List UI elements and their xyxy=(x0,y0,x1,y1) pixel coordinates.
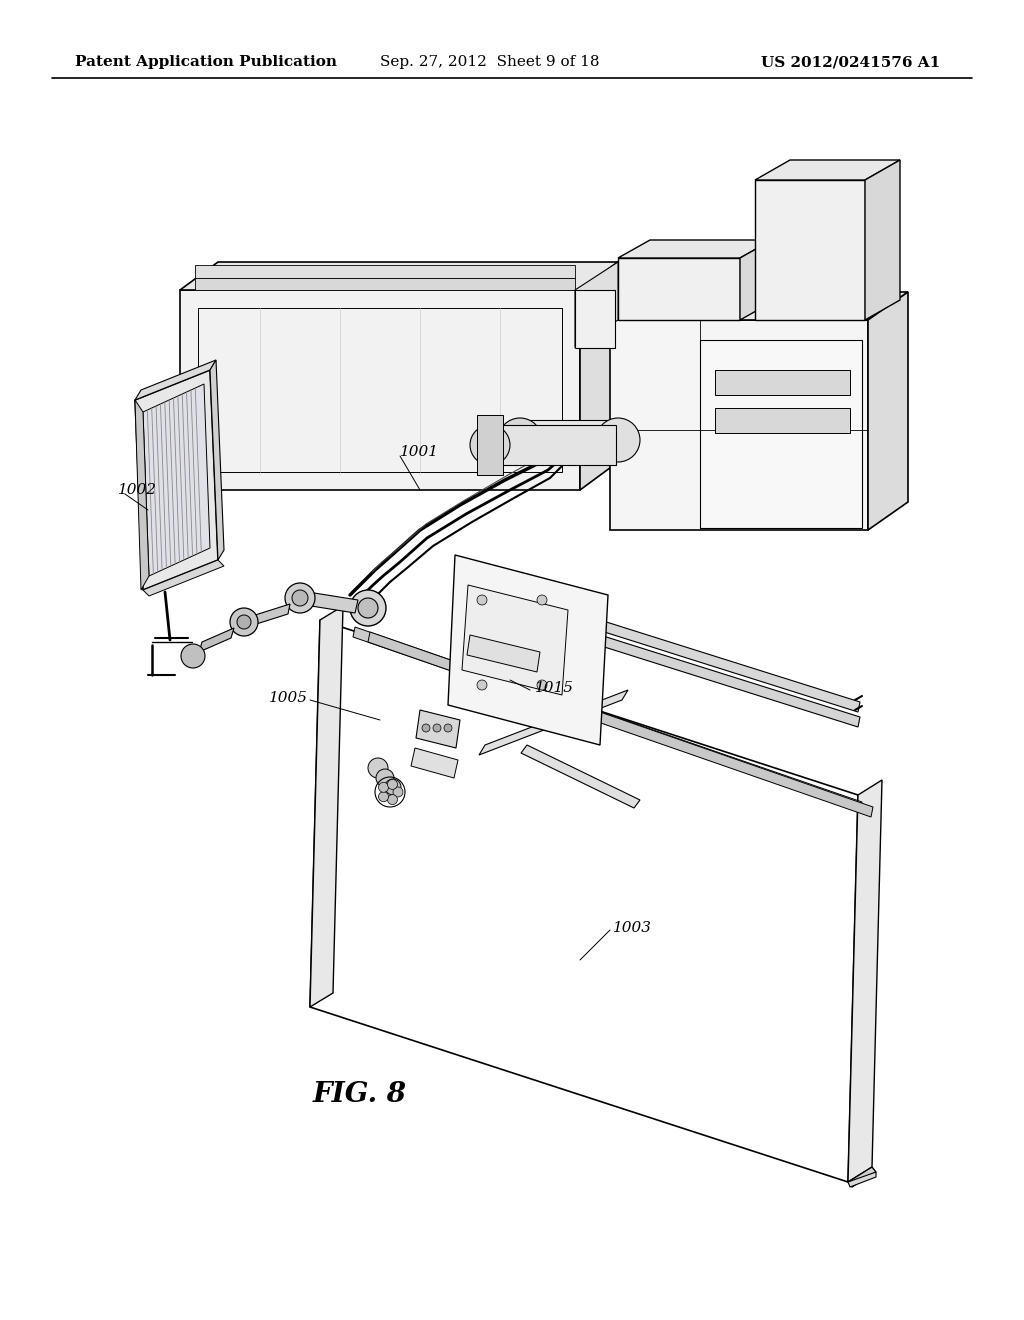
Text: 1015: 1015 xyxy=(535,681,574,696)
Circle shape xyxy=(237,615,251,630)
Circle shape xyxy=(230,609,258,636)
Polygon shape xyxy=(848,1172,876,1187)
Polygon shape xyxy=(467,635,540,672)
Polygon shape xyxy=(199,628,234,652)
Polygon shape xyxy=(195,279,575,290)
Polygon shape xyxy=(848,1167,876,1187)
Circle shape xyxy=(387,779,397,789)
Polygon shape xyxy=(449,554,608,744)
Circle shape xyxy=(479,434,501,455)
Polygon shape xyxy=(598,620,860,711)
Circle shape xyxy=(350,590,386,626)
Polygon shape xyxy=(310,620,858,1181)
Polygon shape xyxy=(411,748,458,777)
Polygon shape xyxy=(520,420,620,459)
Polygon shape xyxy=(610,319,868,531)
Polygon shape xyxy=(848,780,882,1181)
Circle shape xyxy=(433,723,441,733)
Circle shape xyxy=(485,440,495,450)
Polygon shape xyxy=(715,408,850,433)
Polygon shape xyxy=(490,425,616,465)
Polygon shape xyxy=(353,627,862,812)
Text: 1005: 1005 xyxy=(269,690,308,705)
Circle shape xyxy=(477,680,487,690)
Circle shape xyxy=(292,590,308,606)
Polygon shape xyxy=(755,160,900,180)
Polygon shape xyxy=(477,414,503,475)
Circle shape xyxy=(596,418,640,462)
Polygon shape xyxy=(250,605,290,626)
Polygon shape xyxy=(180,261,618,290)
Circle shape xyxy=(498,418,542,462)
Circle shape xyxy=(379,792,388,801)
Polygon shape xyxy=(143,560,224,597)
Polygon shape xyxy=(755,180,865,319)
Polygon shape xyxy=(305,591,358,612)
Circle shape xyxy=(387,795,397,805)
Circle shape xyxy=(393,787,403,797)
Text: US 2012/0241576 A1: US 2012/0241576 A1 xyxy=(761,55,940,69)
Circle shape xyxy=(537,595,547,605)
Polygon shape xyxy=(521,744,640,808)
Circle shape xyxy=(537,680,547,690)
Polygon shape xyxy=(135,360,216,400)
Circle shape xyxy=(477,595,487,605)
Polygon shape xyxy=(715,370,850,395)
Polygon shape xyxy=(479,690,628,755)
Polygon shape xyxy=(618,240,772,257)
Polygon shape xyxy=(580,261,618,490)
Circle shape xyxy=(181,644,205,668)
Circle shape xyxy=(422,723,430,733)
Polygon shape xyxy=(868,292,908,531)
Polygon shape xyxy=(210,360,224,560)
Polygon shape xyxy=(416,710,460,748)
Polygon shape xyxy=(135,370,218,590)
Polygon shape xyxy=(143,384,210,576)
Polygon shape xyxy=(195,265,575,279)
Polygon shape xyxy=(575,261,618,348)
Polygon shape xyxy=(740,240,772,319)
Circle shape xyxy=(368,758,388,777)
Polygon shape xyxy=(575,290,615,348)
Circle shape xyxy=(470,425,510,465)
Polygon shape xyxy=(610,292,908,319)
Polygon shape xyxy=(700,341,862,528)
Polygon shape xyxy=(135,400,150,590)
Polygon shape xyxy=(865,160,900,319)
Polygon shape xyxy=(462,585,568,696)
Text: FIG. 8: FIG. 8 xyxy=(313,1081,407,1109)
Text: Sep. 27, 2012  Sheet 9 of 18: Sep. 27, 2012 Sheet 9 of 18 xyxy=(380,55,600,69)
Circle shape xyxy=(444,723,452,733)
Circle shape xyxy=(358,598,378,618)
Text: Patent Application Publication: Patent Application Publication xyxy=(75,55,337,69)
Text: 1003: 1003 xyxy=(613,921,652,935)
Circle shape xyxy=(379,783,388,792)
Text: 1002: 1002 xyxy=(118,483,157,498)
Circle shape xyxy=(385,779,401,795)
Polygon shape xyxy=(180,290,580,490)
Polygon shape xyxy=(368,632,873,817)
Polygon shape xyxy=(618,257,740,319)
Text: 1001: 1001 xyxy=(400,445,439,459)
Circle shape xyxy=(376,770,394,787)
Circle shape xyxy=(285,583,315,612)
Circle shape xyxy=(508,428,532,451)
Polygon shape xyxy=(310,606,343,1007)
Polygon shape xyxy=(598,635,860,727)
